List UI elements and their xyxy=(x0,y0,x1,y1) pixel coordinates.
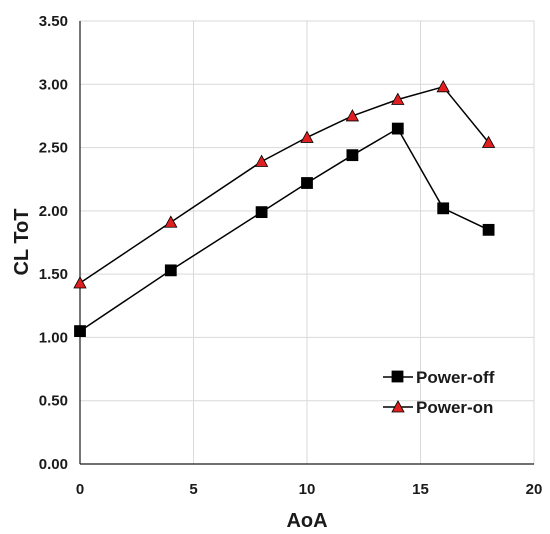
x-tick-label: 20 xyxy=(526,481,543,498)
grid xyxy=(80,21,534,464)
data-point-power-on xyxy=(481,135,496,148)
y-tick-label: 1.00 xyxy=(39,329,68,346)
data-point-power-on xyxy=(254,154,269,167)
x-axis-title: AoA xyxy=(286,510,327,532)
x-tick-label: 5 xyxy=(189,481,197,498)
data-point-power-off xyxy=(74,325,86,338)
x-tick-label: 0 xyxy=(76,481,84,498)
legend-marker-power-on xyxy=(391,400,405,413)
x-tick-label: 10 xyxy=(299,481,316,498)
data-point-power-on xyxy=(391,92,405,105)
y-tick-label: 1.50 xyxy=(39,266,68,283)
series-line-power-off xyxy=(79,127,489,332)
y-axis-title: CL ToT xyxy=(11,208,33,275)
legend-label-power-on: Power-on xyxy=(416,398,493,417)
data-point-power-off xyxy=(482,223,495,236)
series-layer xyxy=(73,79,496,338)
y-tick-label: 2.00 xyxy=(39,203,68,220)
data-point-power-on xyxy=(436,79,450,93)
data-point-power-on xyxy=(164,215,178,228)
data-point-power-off xyxy=(301,177,313,189)
series-power-off xyxy=(74,122,495,338)
series-power-on xyxy=(73,79,496,289)
legend-item-power-off: Power-off xyxy=(383,368,495,387)
data-point-power-on xyxy=(73,276,87,289)
data-point-power-off xyxy=(437,202,450,215)
data-point-power-on xyxy=(300,130,314,143)
y-tick-label: 2.50 xyxy=(39,140,68,157)
legend-marker-power-off xyxy=(391,370,404,383)
x-tick-label: 15 xyxy=(412,481,429,498)
data-point-power-off xyxy=(164,264,177,277)
data-point-power-off xyxy=(391,122,404,135)
y-tick-label: 0.50 xyxy=(39,393,68,410)
legend-label-power-off: Power-off xyxy=(416,368,495,387)
y-tick-label: 0.00 xyxy=(39,456,68,473)
data-point-power-off xyxy=(255,206,268,219)
x-tick-labels: 0 5 10 15 20 xyxy=(76,481,543,498)
y-tick-labels: 0.00 0.50 1.00 1.50 2.00 2.50 3.00 3.50 xyxy=(39,13,68,473)
data-point-power-on xyxy=(345,109,360,122)
data-point-power-off xyxy=(346,149,359,162)
y-tick-label: 3.50 xyxy=(39,13,68,30)
legend-item-power-on: Power-on xyxy=(383,398,493,417)
legend: Power-off Power-on xyxy=(383,368,495,417)
series-line-power-on xyxy=(79,85,490,284)
y-tick-label: 3.00 xyxy=(39,76,68,93)
